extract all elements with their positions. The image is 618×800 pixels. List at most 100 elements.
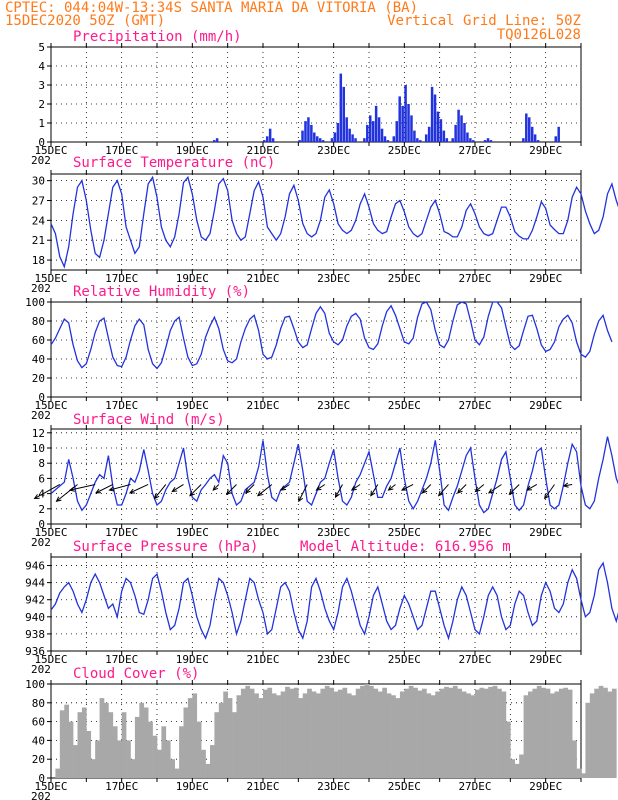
cloud-xlabel: 17DEC <box>105 780 138 793</box>
cloud-bar <box>99 698 105 778</box>
pressure-ytick-label: 940 <box>25 611 45 624</box>
cloud-bar <box>351 695 357 778</box>
wind-arrow <box>298 484 308 502</box>
wind-arrow-head <box>256 490 263 497</box>
cloud-bar <box>541 687 546 778</box>
cloud-bar <box>514 763 520 778</box>
cloud-bar <box>563 687 569 778</box>
cloud-bar <box>413 687 418 778</box>
precip-bar <box>395 121 399 142</box>
cloud-bar <box>505 721 511 778</box>
cloud-bar <box>68 721 74 778</box>
cloud-bar <box>426 693 432 778</box>
cloud-bar <box>404 688 410 778</box>
cloud-bar <box>179 726 184 778</box>
precip-bar <box>366 124 369 142</box>
precip-bar <box>407 104 410 142</box>
wind-arrow <box>257 484 273 497</box>
precip-bar <box>313 132 316 142</box>
cloud-bar <box>510 759 516 778</box>
cloud-bar <box>360 685 365 778</box>
wind-arrow <box>422 484 432 494</box>
wind-ytick-label: 0 <box>38 518 45 531</box>
precip-bar <box>557 126 560 142</box>
cloud-bar <box>157 749 162 778</box>
precip-bar <box>271 138 275 142</box>
precip-bar <box>525 113 528 142</box>
cloud-bar <box>307 688 312 778</box>
cloud-bar <box>377 691 383 778</box>
cloud-bar <box>550 693 555 778</box>
rh-ytick-label: 60 <box>32 334 45 347</box>
cloud-bar <box>130 759 136 778</box>
wind-arrow-head <box>225 489 232 496</box>
cloud-bar <box>59 710 65 778</box>
precip-bar <box>486 138 490 142</box>
precip-bar <box>533 134 537 142</box>
cloud-bar <box>545 688 551 778</box>
wind-arrow <box>172 484 184 492</box>
cloud-bar <box>108 712 114 778</box>
precip-bar <box>472 140 475 142</box>
wind-arrow <box>316 484 326 491</box>
precip-bar <box>263 140 266 142</box>
cloud-bar <box>452 685 458 778</box>
precip-bar <box>310 124 313 142</box>
cloud-bar <box>399 691 405 778</box>
cloud-bar <box>324 685 330 778</box>
cloud-bar <box>567 689 573 778</box>
wind-arrow-head <box>280 485 287 491</box>
precip-year-fragment: 202 <box>31 154 51 167</box>
rh-xlabel: 15DEC <box>34 399 67 412</box>
wind-arrow-head <box>474 486 481 493</box>
cloud-bar <box>148 721 153 778</box>
precip-bar <box>454 124 457 142</box>
wind-arrow-head <box>526 485 533 491</box>
wind-arrow <box>401 484 414 491</box>
wind-arrow <box>457 484 467 494</box>
cloud-bar <box>382 687 387 778</box>
wind-arrow-head <box>212 485 219 491</box>
cloud-bar <box>519 754 524 778</box>
temp-frame <box>50 173 582 271</box>
cloud-bar <box>196 721 202 778</box>
cloud-bar <box>475 689 480 778</box>
pressure-xlabel: 27DEC <box>458 653 491 666</box>
wind-arrow <box>280 484 290 491</box>
precip-bar <box>483 140 487 142</box>
precip-bar <box>342 86 346 142</box>
temp-xlabel: 29DEC <box>529 272 562 285</box>
precip-xlabel: 29DEC <box>529 144 562 157</box>
wind-arrow <box>335 484 343 498</box>
cloud-bar <box>466 693 471 778</box>
pressure-ytick-label: 938 <box>25 628 45 641</box>
wind-arrow <box>129 484 149 494</box>
cloud-bar <box>254 693 259 778</box>
cloud-bar <box>240 688 246 778</box>
wind-xlabel: 19DEC <box>176 526 209 539</box>
precip-bar <box>528 117 531 142</box>
model-altitude: Model Altitude: 616.956 m <box>300 539 511 555</box>
precip-bar <box>530 126 534 142</box>
cloud-year-fragment: 202 <box>31 790 51 800</box>
wind-xlabel: 21DEC <box>246 526 279 539</box>
cloud-bar <box>227 698 233 778</box>
cloud-bar <box>223 691 228 778</box>
precip-bar <box>304 121 307 142</box>
cloud-bar <box>342 687 348 778</box>
precip-bar <box>466 132 469 142</box>
pressure-xlabel: 25DEC <box>388 653 421 666</box>
cloud-bar <box>90 759 96 778</box>
wind-arrow <box>69 483 96 491</box>
wind-arrow-head <box>55 496 62 502</box>
cloud-bar <box>170 759 175 778</box>
wind-arrow <box>509 484 520 495</box>
cloud-bar <box>165 740 171 778</box>
pressure-ytick-label: 936 <box>25 645 45 658</box>
cloud-bar <box>276 695 281 778</box>
cloud-bar <box>576 768 582 778</box>
precip-bar <box>363 138 366 142</box>
cloud-bar <box>112 726 118 778</box>
cloud-bar <box>554 691 560 778</box>
